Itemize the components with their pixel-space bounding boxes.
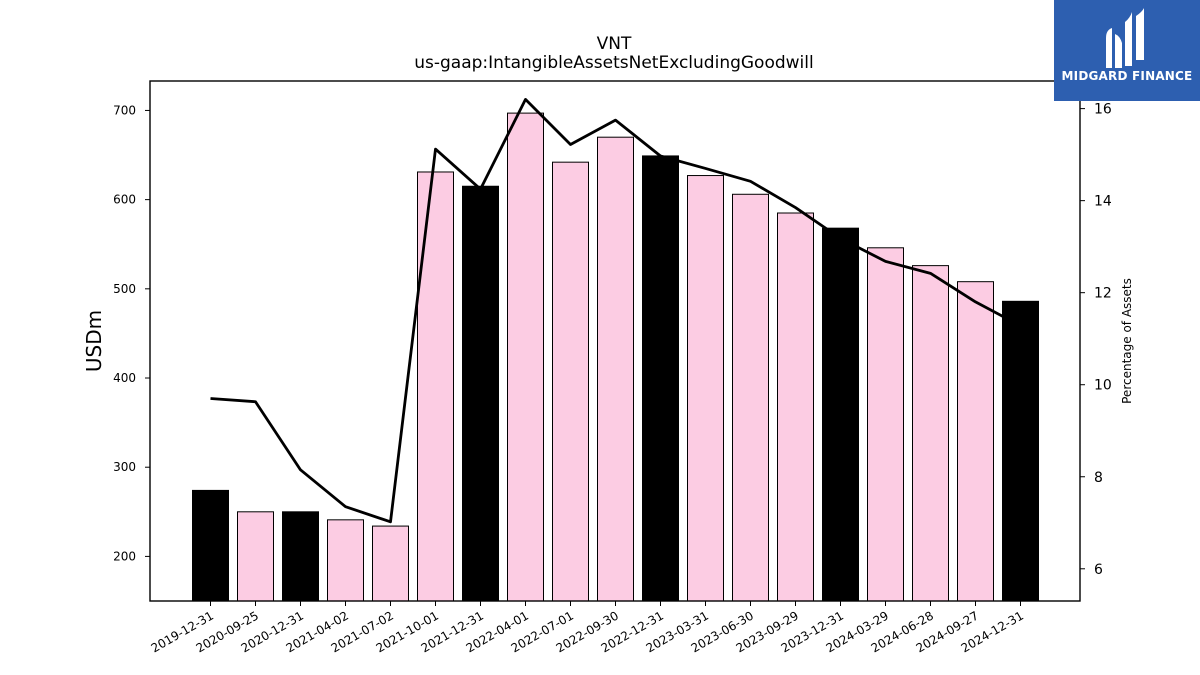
- y-tick-label: 500: [113, 282, 136, 296]
- bar-2020-09-25: [237, 511, 274, 602]
- line-layer: [210, 98, 1022, 524]
- y-tick-label: 300: [113, 460, 136, 474]
- y2-tick-label: 8: [1094, 470, 1103, 486]
- bar-2020-12-31: [282, 511, 319, 602]
- bar-2024-12-31: [1002, 300, 1039, 602]
- bar-2021-12-31: [462, 185, 499, 602]
- bar-2024-06-28: [912, 265, 949, 602]
- y-tick-label: 700: [113, 103, 136, 117]
- bar-2022-04-01: [507, 112, 544, 602]
- bar-2021-07-02: [372, 525, 409, 602]
- chart-title: VNT: [597, 34, 632, 54]
- bars-layer: [192, 112, 1039, 602]
- brand-logo: MIDGARD FINANCE: [1054, 0, 1200, 101]
- brand-name: MIDGARD FINANCE: [1061, 69, 1193, 83]
- y-tick-label: 400: [113, 371, 136, 385]
- bar-2022-09-30: [597, 136, 634, 602]
- y2-tick-label: 6: [1094, 562, 1103, 578]
- y2-axis-label: Percentage of Assets: [1120, 278, 1134, 404]
- bar-2019-12-31: [192, 489, 229, 602]
- bar-2022-12-31: [642, 155, 679, 602]
- bar-2023-03-31: [687, 175, 724, 602]
- y-tick-label: 200: [113, 549, 136, 563]
- y-tick-label: 600: [113, 193, 136, 207]
- bar-2024-03-29: [867, 247, 904, 602]
- y-axis-label: USDm: [82, 310, 106, 372]
- y2-tick-label: 16: [1094, 102, 1112, 118]
- bar-2021-04-02: [327, 519, 364, 602]
- y2-tick-label: 10: [1094, 378, 1112, 394]
- chart-subtitle: us-gaap:IntangibleAssetsNetExcludingGood…: [414, 53, 813, 73]
- y2-tick-label: 14: [1094, 194, 1112, 210]
- bar-2021-10-01: [417, 171, 454, 602]
- midgard-logo-icon: [1106, 8, 1144, 68]
- bar-2023-12-31: [822, 227, 859, 602]
- bar-2022-07-01: [552, 161, 589, 602]
- bar-2023-09-29: [777, 212, 814, 602]
- bar-2024-09-27: [957, 281, 994, 602]
- y2-tick-label: 12: [1094, 286, 1112, 302]
- bar-2023-06-30: [732, 193, 769, 602]
